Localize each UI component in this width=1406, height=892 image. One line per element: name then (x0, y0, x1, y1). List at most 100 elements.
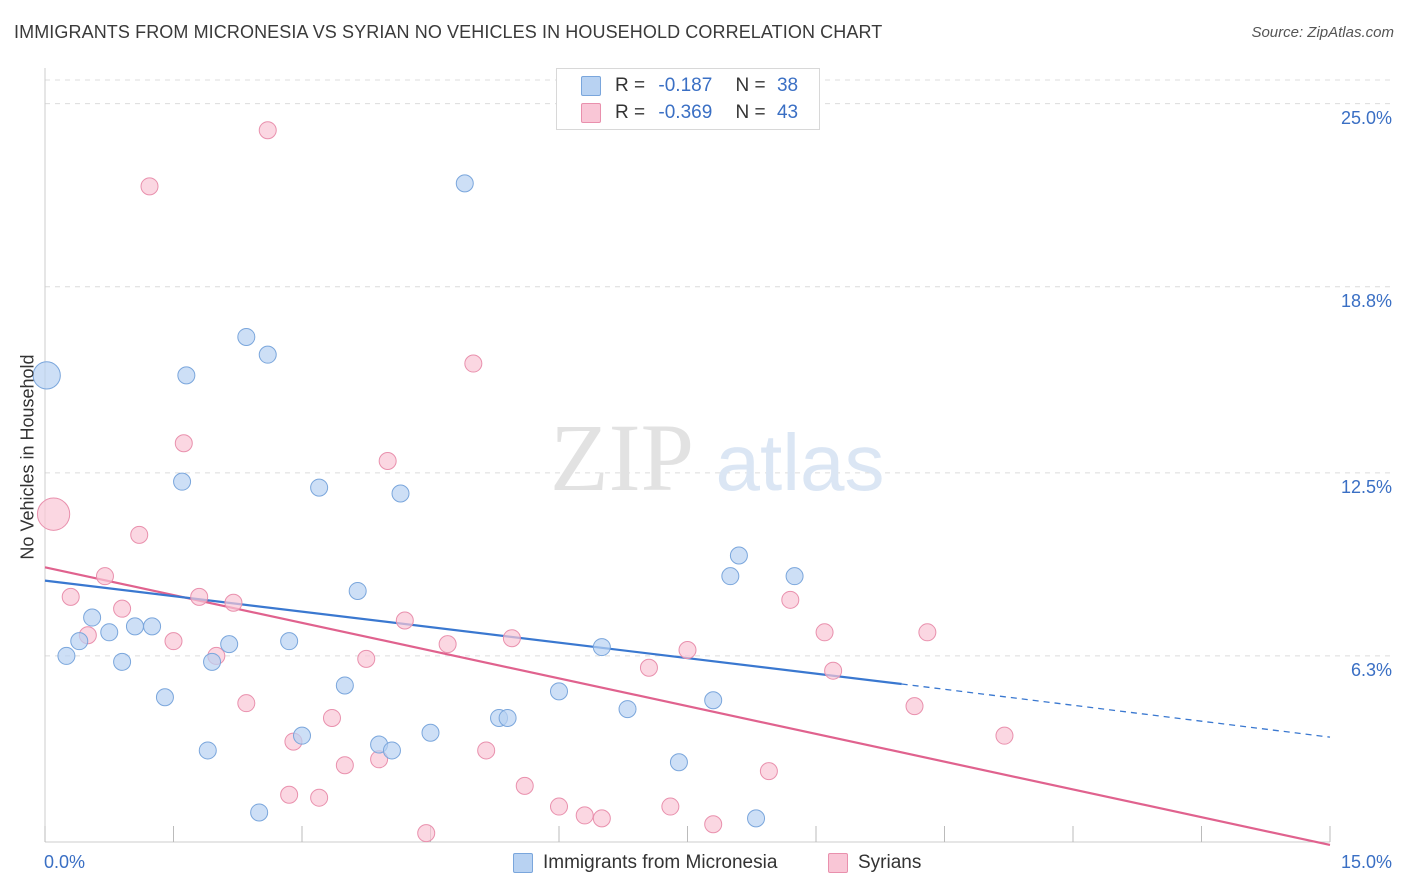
data-point-syrians (417, 824, 436, 843)
data-point-micronesia (498, 708, 517, 727)
data-point-micronesia (785, 567, 804, 586)
data-point-syrians (592, 809, 611, 828)
n-label: N = (735, 75, 766, 96)
data-point-micronesia (258, 345, 277, 364)
data-point-syrians (781, 590, 800, 609)
data-point-micronesia (177, 366, 196, 385)
data-point-syrians (61, 587, 80, 606)
data-point-syrians (224, 593, 243, 612)
data-point-syrians (36, 497, 71, 531)
r-label: R = (615, 102, 646, 123)
data-point-micronesia (382, 741, 401, 760)
data-point-syrians (661, 797, 680, 816)
data-point-micronesia (391, 484, 410, 503)
x-tick-label-max: 15.0% (1340, 852, 1392, 872)
data-point-micronesia (83, 608, 102, 627)
r-label: R = (615, 75, 646, 96)
data-point-syrians (550, 797, 568, 816)
data-point-syrians (335, 756, 354, 775)
data-point-syrians (310, 788, 329, 807)
x-tick-label-min: 0.0% (44, 852, 86, 872)
watermark-zip: ZIP (550, 404, 694, 511)
y-axis-label: No Vehicles in Household (17, 354, 38, 560)
data-point-syrians (905, 697, 924, 716)
legend-swatch-syrians (581, 103, 601, 123)
data-point-syrians (824, 661, 843, 680)
n-value: 38 (776, 75, 799, 96)
data-point-micronesia (280, 632, 299, 651)
data-point-syrians (174, 434, 193, 453)
y-tick-label: 25.0% (1340, 107, 1392, 128)
legend-swatch-micronesia (513, 853, 533, 873)
data-point-syrians (918, 623, 937, 642)
legend-item-syrians[interactable]: Syrians (828, 852, 921, 874)
legend-label-syrians: Syrians (858, 852, 922, 873)
data-point-syrians (995, 726, 1014, 745)
data-point-micronesia (348, 581, 367, 600)
data-point-syrians (575, 806, 594, 825)
legend-item-micronesia[interactable]: Immigrants from Micronesia (513, 852, 777, 874)
data-point-syrians (113, 599, 132, 618)
watermark: ZIP atlas (550, 404, 884, 511)
data-point-micronesia (32, 361, 61, 390)
data-point-micronesia (198, 741, 217, 760)
data-point-syrians (280, 785, 299, 804)
data-point-syrians (678, 641, 697, 660)
data-point-micronesia (293, 726, 311, 745)
data-point-micronesia (550, 682, 568, 701)
data-point-syrians (95, 567, 114, 586)
series-micronesia (32, 174, 804, 828)
data-point-micronesia (721, 567, 740, 586)
data-point-micronesia (421, 723, 440, 742)
grid-lines (45, 79, 1395, 657)
data-point-syrians (395, 611, 414, 630)
r-value: -0.369 (658, 102, 713, 123)
data-point-syrians (237, 694, 256, 713)
stats-legend: R = -0.187 N = 38 R = -0.369 N = 43 (556, 68, 820, 130)
data-point-micronesia (250, 803, 269, 822)
data-point-micronesia (100, 623, 119, 642)
n-value: 43 (776, 102, 799, 123)
series-legend: Immigrants from Micronesia Syrians (0, 852, 1406, 878)
legend-label-micronesia: Immigrants from Micronesia (543, 852, 778, 873)
data-point-syrians (477, 741, 496, 760)
data-point-syrians (438, 635, 457, 654)
data-point-syrians (704, 815, 723, 834)
legend-swatch-syrians (828, 853, 848, 873)
series-syrians (36, 121, 1014, 843)
trend-line-micronesia (44, 579, 902, 686)
data-point-micronesia (310, 478, 329, 497)
data-point-micronesia (143, 617, 162, 636)
stats-row-syrians: R = -0.369 N = 43 (557, 100, 819, 126)
stats-row-micronesia: R = -0.187 N = 38 (557, 73, 819, 99)
chart-title: IMMIGRANTS FROM MICRONESIA VS SYRIAN NO … (14, 22, 883, 42)
data-point-micronesia (618, 700, 637, 719)
data-point-micronesia (592, 638, 611, 657)
data-point-micronesia (155, 688, 174, 707)
data-point-syrians (140, 177, 159, 196)
y-tick-label: 6.3% (1350, 659, 1392, 680)
data-point-micronesia (70, 632, 89, 651)
data-point-micronesia (203, 652, 222, 671)
data-point-micronesia (729, 546, 748, 565)
data-point-syrians (258, 121, 277, 140)
data-point-micronesia (57, 646, 76, 665)
data-point-syrians (815, 623, 834, 642)
data-point-syrians (130, 525, 149, 544)
data-point-micronesia (669, 753, 688, 772)
data-point-syrians (515, 776, 534, 795)
data-point-syrians (502, 629, 521, 648)
n-label: N = (735, 102, 766, 123)
data-point-micronesia (237, 327, 256, 346)
data-point-micronesia (125, 617, 144, 636)
data-point-micronesia (220, 635, 239, 654)
data-point-syrians (464, 354, 483, 373)
data-point-micronesia (173, 472, 192, 491)
data-point-micronesia (704, 691, 723, 710)
trend-lines (44, 566, 1331, 847)
y-tick-label: 18.8% (1340, 290, 1392, 311)
data-point-syrians (190, 587, 209, 606)
data-point-syrians (322, 708, 341, 727)
data-point-syrians (759, 762, 778, 781)
data-point-micronesia (335, 676, 354, 695)
